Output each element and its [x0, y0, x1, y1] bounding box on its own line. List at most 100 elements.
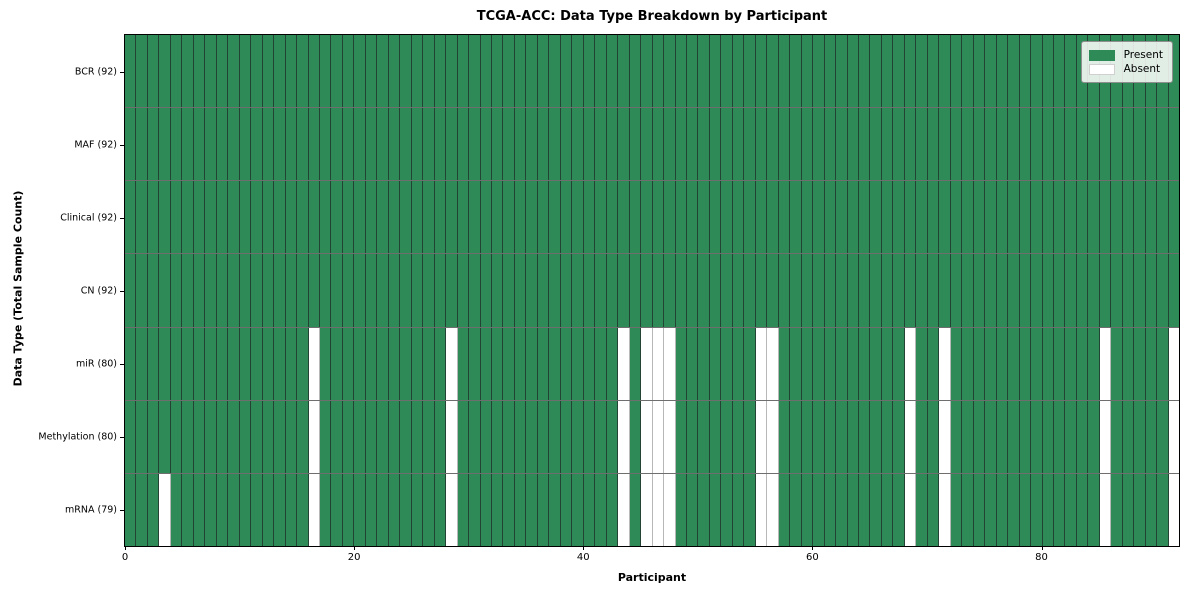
- matrix-cell: [1111, 254, 1123, 327]
- matrix-cell: [125, 254, 137, 327]
- matrix-cell: [790, 35, 802, 108]
- matrix-cell: [182, 35, 194, 108]
- y-tick-label-Clinical: Clinical (92): [60, 212, 117, 223]
- matrix-cell: [778, 327, 791, 400]
- matrix-cell: [790, 254, 802, 327]
- matrix-cell: [893, 35, 905, 108]
- matrix-cell: [446, 181, 458, 254]
- matrix-cell: [606, 35, 619, 108]
- matrix-cell: [950, 181, 963, 254]
- matrix-cell: [193, 327, 206, 400]
- matrix-cell: [125, 35, 137, 108]
- matrix-cell: [721, 327, 733, 400]
- matrix-cell: [1019, 181, 1032, 254]
- matrix-cell: [973, 400, 986, 473]
- matrix-cell: [1042, 35, 1054, 108]
- matrix-cell: [228, 108, 240, 181]
- matrix-cell: [480, 35, 492, 108]
- matrix-cell: [319, 181, 332, 254]
- matrix-cell: [904, 108, 917, 181]
- matrix-cell: [973, 181, 986, 254]
- matrix-cell: [342, 35, 355, 108]
- matrix-cell: [503, 400, 515, 473]
- matrix-cell: [480, 181, 492, 254]
- matrix-cell: [732, 254, 745, 327]
- matrix-cell: [755, 254, 768, 327]
- matrix-cell: [664, 181, 676, 254]
- matrix-cell: [285, 181, 298, 254]
- matrix-cell: [354, 327, 366, 400]
- matrix-cell: [492, 327, 504, 400]
- matrix-cell: [572, 35, 584, 108]
- matrix-cell: [836, 400, 848, 473]
- matrix-cell: [824, 35, 837, 108]
- matrix-cell: [469, 400, 481, 473]
- matrix-cell: [698, 254, 710, 327]
- matrix-cell: [985, 254, 997, 327]
- matrix-cell: [973, 327, 986, 400]
- matrix-cell: [331, 473, 343, 546]
- matrix-cell: [560, 108, 573, 181]
- matrix-cell: [641, 108, 653, 181]
- matrix-cell: [285, 400, 298, 473]
- matrix-cell: [1053, 181, 1066, 254]
- matrix-cell: [1076, 254, 1089, 327]
- matrix-cell: [411, 181, 424, 254]
- matrix-cell: [962, 254, 974, 327]
- matrix-cell: [778, 400, 791, 473]
- matrix-cell: [377, 108, 389, 181]
- matrix-cell: [836, 473, 848, 546]
- matrix-cell: [125, 473, 137, 546]
- matrix-cell: [801, 327, 814, 400]
- matrix-cell: [1008, 181, 1020, 254]
- matrix-cell: [434, 473, 447, 546]
- matrix-cell: [767, 254, 779, 327]
- matrix-cell: [469, 327, 481, 400]
- matrix-cell: [526, 400, 538, 473]
- matrix-cell: [721, 181, 733, 254]
- matrix-cell: [411, 327, 424, 400]
- matrix-cell: [801, 108, 814, 181]
- matrix-cell: [790, 108, 802, 181]
- matrix-cell: [411, 35, 424, 108]
- matrix-cell: [618, 35, 630, 108]
- matrix-cell: [193, 108, 206, 181]
- y-tick-label-MAF: MAF (92): [74, 139, 117, 150]
- y-tick-label-Methylation: Methylation (80): [38, 431, 117, 442]
- matrix-cell: [285, 108, 298, 181]
- matrix-cell: [778, 35, 791, 108]
- matrix-cell: [1053, 473, 1066, 546]
- matrix-cell: [469, 473, 481, 546]
- matrix-cell: [732, 400, 745, 473]
- matrix-cell: [251, 181, 263, 254]
- matrix-cell: [308, 254, 320, 327]
- matrix-cell: [159, 400, 171, 473]
- matrix-cell: [847, 254, 859, 327]
- matrix-cell: [801, 400, 814, 473]
- y-tick-label-miR: miR (80): [75, 358, 117, 369]
- matrix-cell: [755, 327, 768, 400]
- matrix-row-Methylation: [125, 399, 1180, 473]
- matrix-cell: [182, 327, 194, 400]
- matrix-cell: [159, 108, 171, 181]
- matrix-cell: [1145, 181, 1158, 254]
- matrix-cell: [147, 473, 160, 546]
- matrix-cell: [457, 181, 470, 254]
- matrix-cell: [388, 327, 401, 400]
- matrix-cell: [985, 327, 997, 400]
- heatmap-grid: [125, 35, 1180, 546]
- matrix-cell: [400, 254, 412, 327]
- matrix-cell: [950, 108, 963, 181]
- matrix-cell: [618, 400, 630, 473]
- matrix-cell: [962, 35, 974, 108]
- matrix-cell: [916, 181, 928, 254]
- matrix-cell: [205, 108, 217, 181]
- matrix-cell: [400, 181, 412, 254]
- matrix-cell: [537, 108, 550, 181]
- matrix-cell: [400, 473, 412, 546]
- matrix-cell: [801, 181, 814, 254]
- matrix-cell: [904, 181, 917, 254]
- matrix-cell: [514, 181, 527, 254]
- matrix-cell: [514, 400, 527, 473]
- matrix-cell: [193, 400, 206, 473]
